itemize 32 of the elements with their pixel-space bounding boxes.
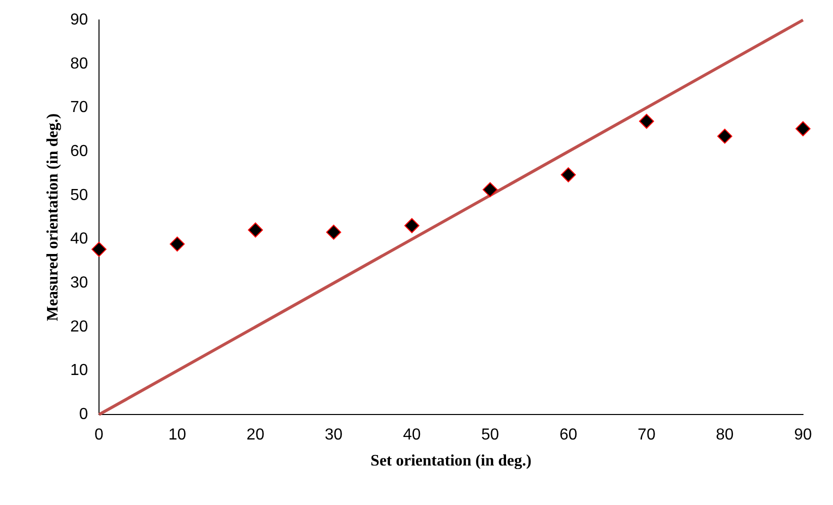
point xyxy=(248,222,263,238)
x-tick-label: 90 xyxy=(794,426,812,444)
point xyxy=(796,121,810,136)
x-tick-label: 0 xyxy=(94,426,104,444)
y-tick-label: 30 xyxy=(70,274,88,292)
y-tick-label: 10 xyxy=(70,362,88,380)
y-tick-label: 40 xyxy=(70,230,88,248)
y-tick-label: 20 xyxy=(70,318,88,336)
y-tick-label: 70 xyxy=(70,99,88,116)
x-tick-label: 80 xyxy=(716,426,734,444)
point xyxy=(482,182,498,198)
point xyxy=(91,242,106,257)
x-tick-label: 50 xyxy=(481,426,500,444)
x-axis-title: Set orientation (in deg.) xyxy=(370,452,532,470)
y-tick-label: 0 xyxy=(79,406,88,424)
point xyxy=(560,167,576,182)
y-tick-label: 90 xyxy=(70,11,88,28)
x-tick-label: 10 xyxy=(168,426,186,444)
point xyxy=(170,236,185,252)
point xyxy=(326,224,342,240)
y-axis-title: Measured orientation (in deg.) xyxy=(44,113,62,322)
x-tick-label: 20 xyxy=(246,426,264,444)
point xyxy=(717,128,732,144)
x-tick-label: 40 xyxy=(402,426,421,444)
x-tick-label: 70 xyxy=(638,426,656,444)
y-tick-label: 80 xyxy=(70,55,88,72)
y-tick-label: 60 xyxy=(70,142,88,160)
point xyxy=(639,114,654,129)
x-tick-label: 60 xyxy=(559,426,578,444)
x-tick-label: 30 xyxy=(324,426,343,444)
y-tick-label: 50 xyxy=(70,186,88,204)
point xyxy=(404,218,420,234)
